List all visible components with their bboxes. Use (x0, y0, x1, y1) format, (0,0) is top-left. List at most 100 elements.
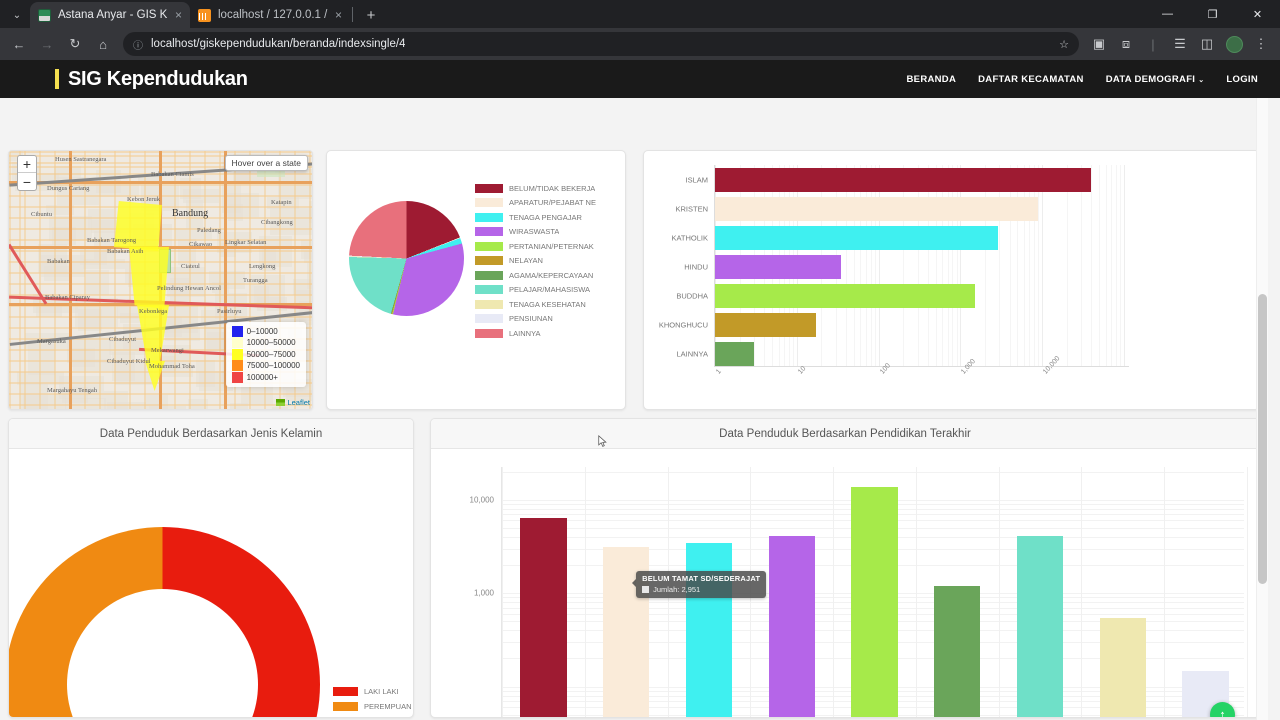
legend-item[interactable]: APARATUR/PEJABAT NE (475, 196, 596, 211)
bar-category-label: ISLAM (685, 175, 708, 185)
tab-divider (352, 6, 353, 22)
address-bar[interactable]: ⓘ localhost/giskependudukan/beranda/inde… (123, 32, 1079, 56)
tab-search-button[interactable]: ⌄ (12, 9, 22, 21)
legend-swatch (475, 227, 503, 237)
profile-avatar[interactable] (1221, 31, 1247, 57)
new-tab-button[interactable]: + (366, 6, 376, 24)
bar[interactable] (851, 487, 898, 717)
reload-icon[interactable]: ↻ (69, 36, 81, 51)
close-window-button[interactable]: ✕ (1252, 8, 1263, 21)
legend-item[interactable]: BELUM/TIDAK BEKERJA (475, 181, 596, 196)
bar[interactable] (768, 535, 815, 717)
close-icon[interactable]: × (334, 8, 342, 22)
legend-item[interactable]: TENAGA KESEHATAN (475, 297, 596, 312)
page-scrollbar[interactable] (1256, 98, 1268, 720)
bar-category-label: HINDU (684, 262, 708, 272)
bar-row[interactable]: KATHOLIK (671, 225, 999, 250)
map-label: Mekarwangi (151, 347, 184, 354)
map-label: Margahayu Tengah (47, 387, 98, 394)
legend-label: PELAJAR/MAHASISWA (509, 285, 590, 295)
pie-slices[interactable] (349, 201, 464, 316)
nav-item-login[interactable]: LOGIN (1226, 73, 1258, 85)
chart-tooltip: BELUM TAMAT SD/SEDERAJAT Jumlah: 2,951 (632, 571, 767, 599)
split-screen-icon[interactable]: ⧈ (1121, 36, 1131, 51)
legend-item[interactable]: LAINNYA (475, 326, 596, 341)
nav-item-daftar-kecamatan[interactable]: DAFTAR KECAMATAN (978, 73, 1084, 85)
info-circle-icon[interactable]: ⓘ (133, 40, 143, 52)
legend-item[interactable]: PENSIUNAN (475, 312, 596, 327)
zoom-in-button[interactable]: + (18, 156, 36, 173)
legend-item[interactable]: PEREMPUAN (333, 699, 412, 714)
forward-icon[interactable]: → (40, 36, 54, 52)
legend-label: TENAGA KESEHATAN (509, 299, 586, 309)
map-label: Babakan Ciamis (151, 171, 194, 178)
map-label: Cibaduyut Kidul (107, 358, 151, 365)
url-text: localhost/giskependudukan/beranda/indexs… (151, 38, 406, 50)
legend-item[interactable]: PELAJAR/MAHASISWA (475, 283, 596, 298)
map-label: Ciateul (181, 263, 200, 270)
map-legend-item: 0–10000 (231, 325, 300, 338)
bar-row[interactable]: BUDDHA (676, 284, 975, 309)
map-label: Cikawao (189, 241, 213, 248)
legend-item[interactable]: WIRASWASTA (475, 225, 596, 240)
star-icon[interactable]: ☆ (1059, 38, 1069, 51)
extensions-icon[interactable]: ▣ (1092, 36, 1106, 51)
map-label: Mohammad Toha (149, 363, 195, 370)
scroll-to-top-button[interactable]: ↑ (1210, 702, 1235, 717)
more-menu-icon[interactable]: ⋮ (1254, 36, 1268, 51)
zoom-out-button[interactable]: − (22, 173, 32, 190)
map-legend-item: 75000–100000 (231, 360, 300, 372)
bar-fill (715, 255, 842, 279)
map-label: Husen Sastranegara (55, 156, 107, 163)
browser-tab-2[interactable]: localhost / 127.0.0.1 / sigpendu × (190, 2, 350, 28)
gender-legend: LAKI LAKI PEREMPUAN (333, 684, 412, 714)
legend-item[interactable]: NELAYAN (475, 254, 596, 269)
nav-item-beranda[interactable]: BERANDA (906, 73, 957, 85)
legend-item[interactable]: LAKI LAKI (333, 684, 412, 699)
scrollbar-thumb[interactable] (1258, 294, 1267, 584)
bar-row[interactable]: ISLAM (685, 167, 1092, 192)
bar-row[interactable]: LAINNYA (676, 342, 754, 367)
close-icon[interactable]: × (174, 8, 182, 22)
back-icon[interactable]: ← (12, 36, 26, 52)
reading-list-icon[interactable]: ☰ (1174, 36, 1186, 51)
bar[interactable] (685, 542, 733, 717)
education-bar-chart: 10,000 1,000 BELUM TAMAT SD/SEDERAJAT Jum… (470, 467, 1248, 717)
tooltip-swatch (642, 586, 650, 594)
map-card: Husen Sastranegara Babakan Ciamis Dungus C… (8, 150, 313, 410)
browser-tab-1[interactable]: Astana Anyar - GIS KEPENDUDU × (30, 2, 190, 28)
legend-swatch (231, 348, 243, 360)
religion-chart-card: 1 10 100 1,000 10,000 ISLAM KRISTEN KATHOLIK… (643, 150, 1260, 410)
side-panel-icon[interactable]: ◫ (1200, 36, 1214, 51)
maximize-button[interactable]: ❐ (1207, 8, 1218, 21)
nav-item-data-demografi[interactable]: DATA DEMOGRAFI ⌄ (1105, 73, 1205, 85)
bar-row[interactable]: KHONGHUCU (659, 313, 816, 338)
leaflet-map[interactable]: Husen Sastranegara Babakan Ciamis Dungus C… (9, 151, 312, 409)
legend-item[interactable]: PERTANIAN/PETERNAK (475, 239, 596, 254)
home-icon[interactable]: ⌂ (99, 36, 107, 52)
bar[interactable] (520, 518, 567, 717)
gender-card-title: Data Penduduk Berdasarkan Jenis Kelamin (9, 419, 413, 449)
map-label: Ancol (205, 285, 221, 292)
legend-item[interactable]: TENAGA PENGAJAR (475, 210, 596, 225)
bar[interactable] (1016, 536, 1064, 717)
page-title: SIG Kependudukan (55, 69, 248, 89)
bar-row[interactable]: HINDU (684, 255, 842, 279)
legend-label: AGAMA/KEPERCAYAAN (509, 270, 594, 280)
gis-favicon (38, 8, 51, 22)
legend-label: LAINNYA (509, 328, 541, 338)
dashboard-content: Husen Sastranegara Babakan Ciamis Dungus C… (0, 98, 1268, 720)
bar-row[interactable]: KRISTEN (675, 196, 1039, 221)
legend-item[interactable]: AGAMA/KEPERCAYAAN (475, 268, 596, 283)
map-label: Babakan Ciparay (45, 294, 90, 301)
map-label: Cibuntu (31, 211, 52, 218)
map-zoom-controls: + − (17, 155, 37, 191)
minimize-button[interactable]: — (1162, 8, 1173, 20)
bar-category-label: KHONGHUCU (658, 320, 708, 330)
bar-fill (715, 313, 816, 338)
map-label: Kebon Jeruk (127, 196, 161, 203)
leaflet-attribution[interactable]: Leaflet (276, 398, 310, 407)
axis-tick-label: 10,000 (469, 495, 494, 505)
bar[interactable] (1099, 617, 1146, 717)
bar[interactable] (934, 585, 981, 717)
